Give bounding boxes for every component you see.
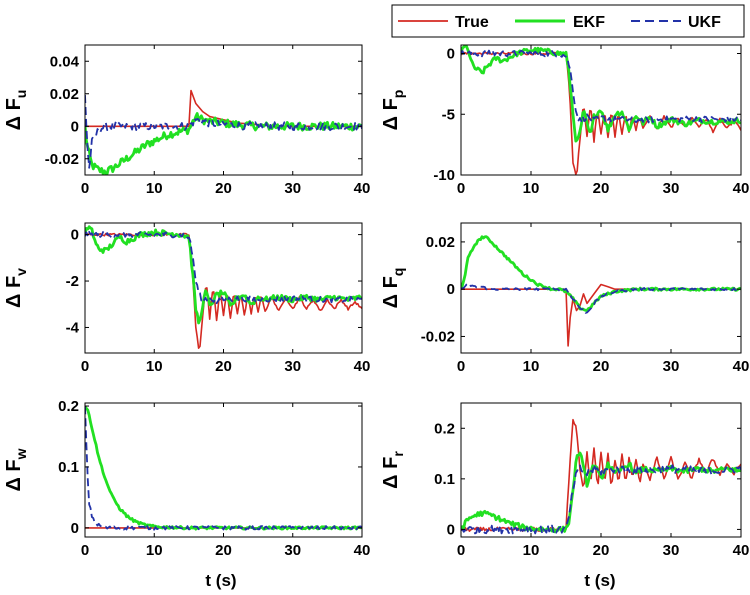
x-tick-label: 10 [523,358,540,375]
legend-true-label: True [455,14,489,31]
x-tick-label: 0 [457,542,465,559]
y-tick-label: 0 [71,227,79,244]
x-tick-label: 0 [457,180,465,197]
y-tick-label: -5 [442,106,455,123]
legend: True EKF UKF [391,4,745,38]
y-tick-label: 0 [447,46,455,63]
series-ukf-Fu [85,94,362,169]
x-axis-label-right: t (s) [584,571,615,590]
x-tick-label: 0 [81,180,89,197]
series-ukf-Fq [461,282,741,314]
y-axis-label-Fv: Δ Fv [3,268,29,308]
x-tick-label: 40 [733,180,750,197]
y-tick-label: 0.1 [58,459,79,476]
x-tick-label: 0 [81,542,89,559]
y-axis-label-Fu: Δ Fu [3,90,29,131]
x-tick-label: 20 [215,542,232,559]
x-tick-label: 30 [284,180,301,197]
y-tick-label: -0.02 [45,151,79,168]
legend-ukf-label: UKF [688,14,721,31]
y-tick-label: 0.04 [50,53,80,70]
x-tick-label: 20 [593,358,610,375]
x-tick-label: 10 [146,180,163,197]
x-tick-label: 40 [733,542,750,559]
panel-Fr: 0 10 20 30 40 0 0.1 0.2 Δ Fr [380,402,750,559]
x-tick-label: 40 [354,180,371,197]
y-tick-label: -4 [66,319,80,336]
x-axis-label-left: t (s) [205,571,236,590]
y-tick-label: 0.02 [50,86,79,103]
x-tick-label: 40 [354,542,371,559]
x-tick-label: 20 [215,358,232,375]
series-ukf-Fp [461,49,741,124]
legend-box [391,4,745,38]
x-tick-label: 30 [663,180,680,197]
x-tick-label: 40 [733,358,750,375]
y-tick-label: 0.2 [434,420,455,437]
x-tick-label: 40 [354,358,371,375]
y-axis-label-Fp: Δ Fp [380,90,406,131]
panel-Fv: 0 10 20 30 40 -4 -2 0 Δ Fv [3,222,371,375]
y-tick-label: 0.1 [434,471,455,488]
x-tick-label: 10 [146,542,163,559]
legend-ekf-label: EKF [573,14,605,31]
y-axis-label-Fq: Δ Fq [380,268,406,309]
y-tick-label: -2 [66,273,79,290]
y-tick-label: -0.02 [421,328,455,345]
x-tick-label: 20 [215,180,232,197]
x-tick-label: 0 [81,358,89,375]
y-tick-label: 0 [447,281,455,298]
y-axis-label-Fw: Δ Fw [3,448,29,491]
panel-Fp: 0 10 20 30 40 -10 -5 0 Δ Fp [380,44,750,197]
y-tick-label: -10 [433,167,455,184]
x-tick-label: 0 [457,358,465,375]
x-tick-label: 10 [523,542,540,559]
x-tick-label: 10 [523,180,540,197]
y-tick-label: 0.2 [58,398,79,415]
x-tick-label: 20 [593,542,610,559]
y-tick-label: 0.02 [426,234,455,251]
series-ukf-Fw [85,406,362,531]
y-axis-label-Fr: Δ Fr [380,451,406,489]
x-tick-label: 20 [593,180,610,197]
series-ukf-Fv [85,230,362,305]
panel-Fw: 0 10 20 30 40 0 0.1 0.2 Δ Fw [3,398,370,559]
series-ukf-Fr [461,463,741,535]
y-tick-label: 0 [447,521,455,538]
y-tick-label: 0 [71,118,79,135]
x-tick-label: 10 [146,358,163,375]
x-tick-label: 30 [663,542,680,559]
series-ekf-Fv [85,225,362,325]
x-tick-label: 30 [284,542,301,559]
x-tick-label: 30 [284,358,301,375]
y-tick-label: 0 [71,520,79,537]
x-tick-label: 30 [663,358,680,375]
